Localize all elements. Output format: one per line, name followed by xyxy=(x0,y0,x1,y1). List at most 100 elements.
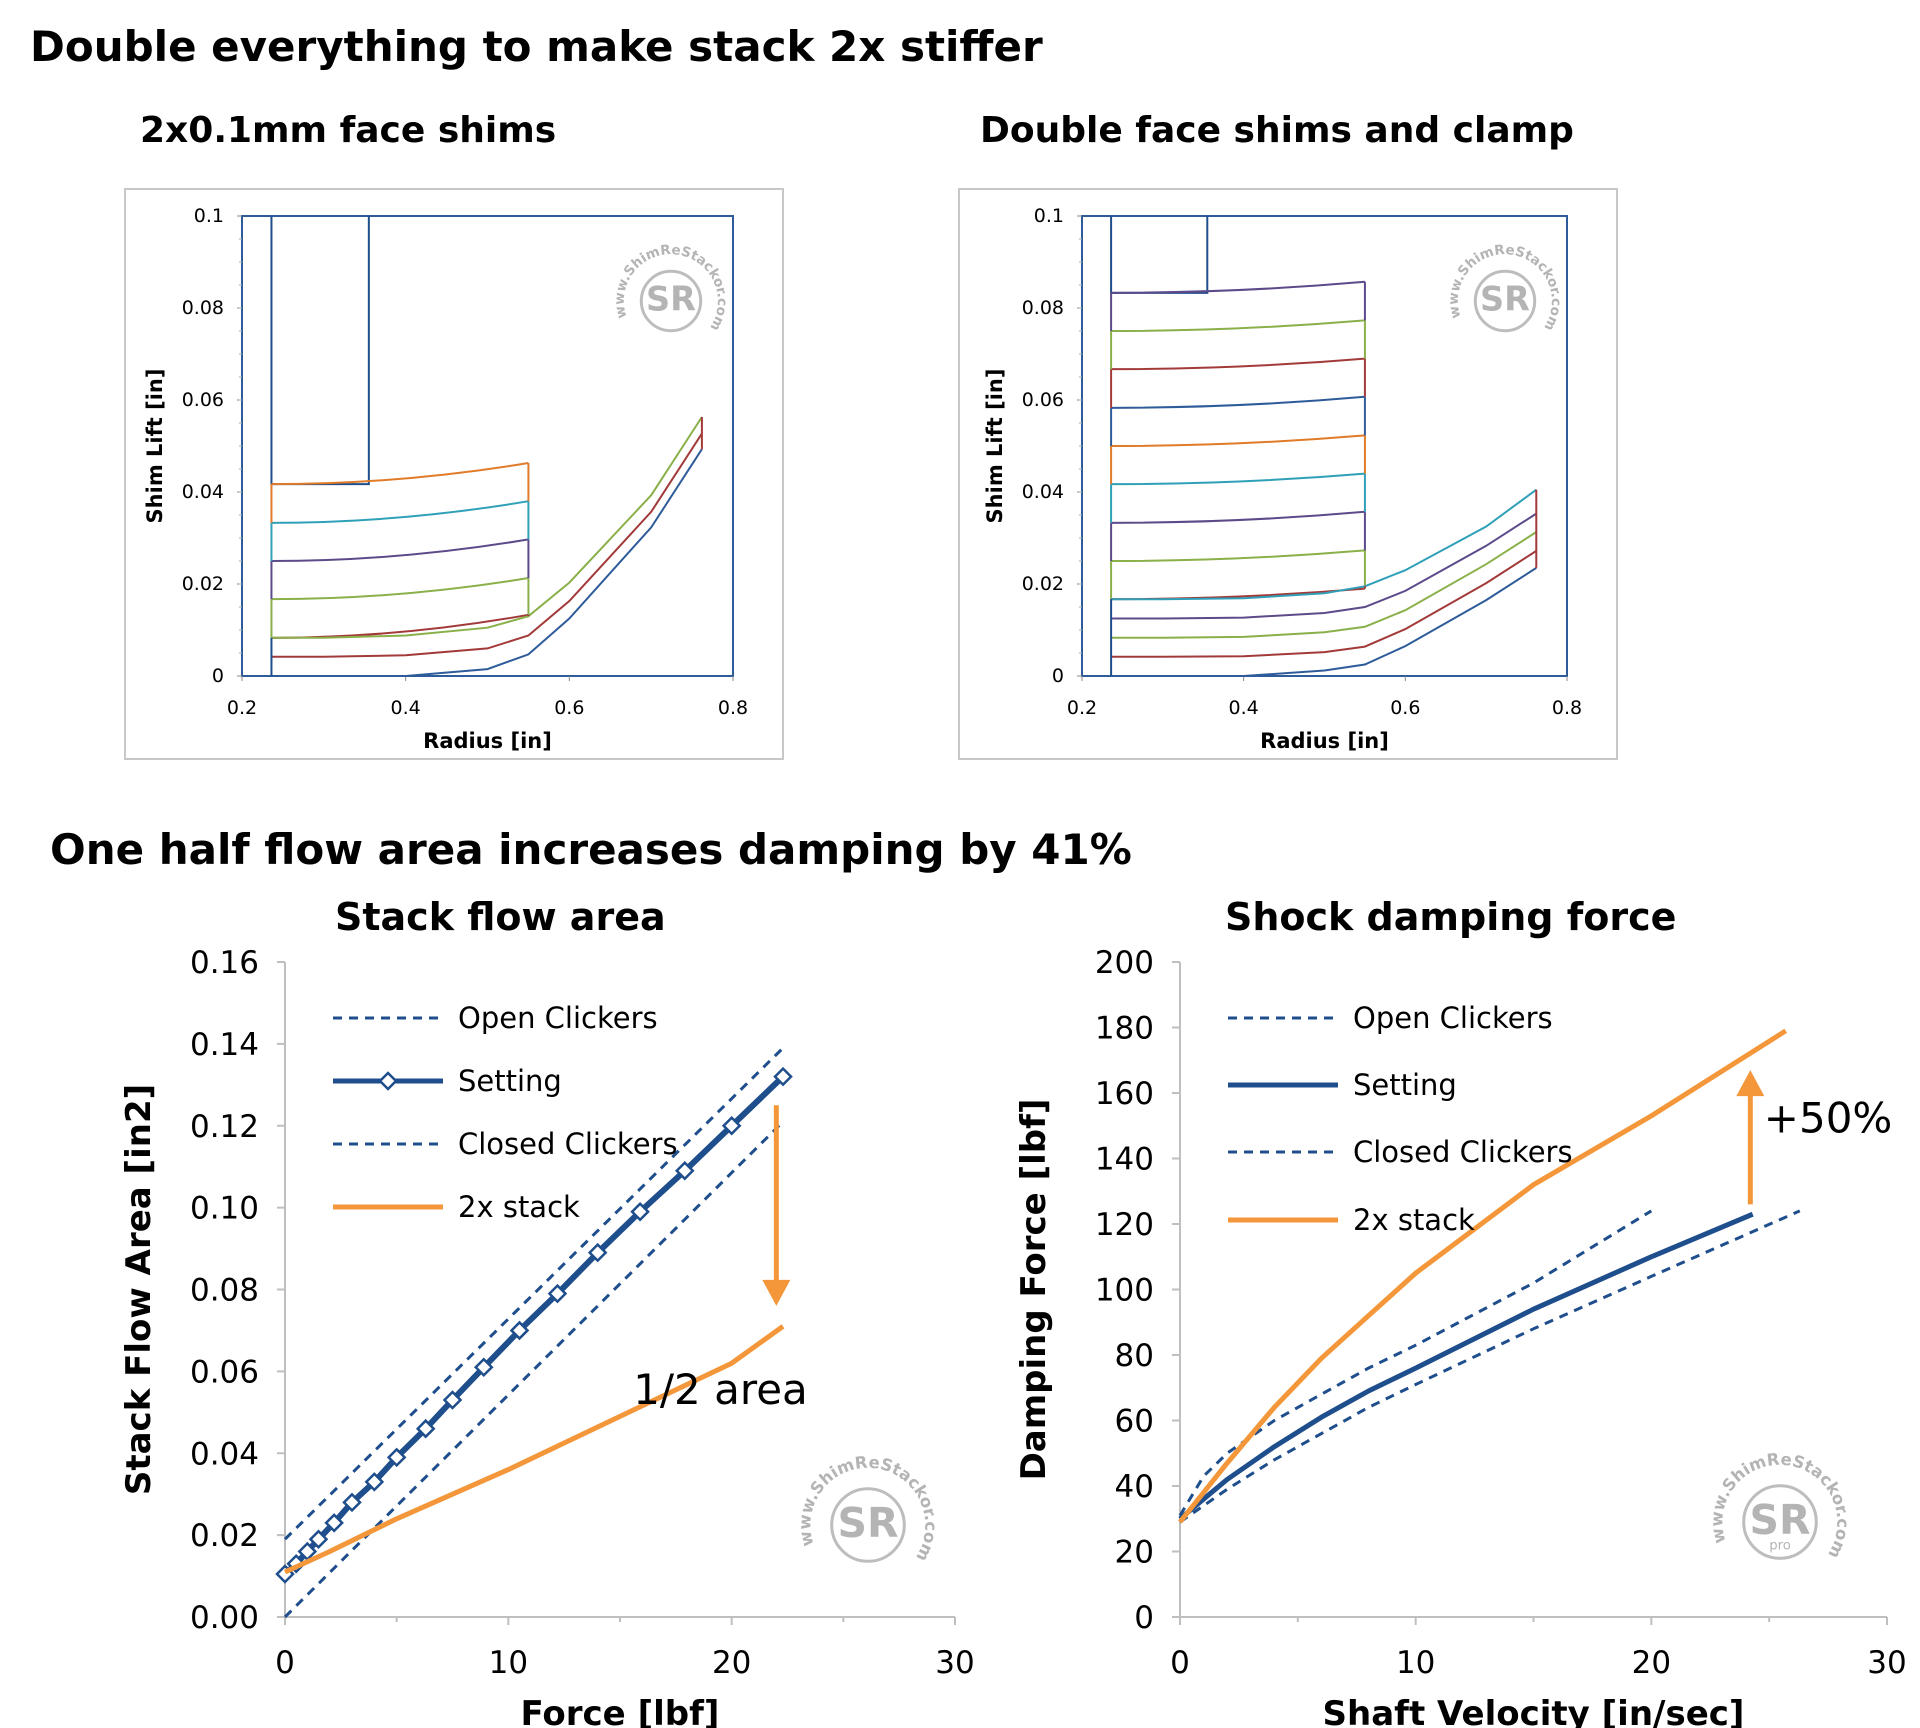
face-shim-line xyxy=(1111,357,1366,371)
data-marker xyxy=(308,1529,329,1549)
series-line-0 xyxy=(1178,1209,1653,1517)
shim-chart-2: 0 0.02 0.04 0.06 0.08 0.1 0.2 0.4 0.6 0.8 Radius [… xyxy=(983,205,1582,753)
y-tick-label: 0.08 xyxy=(190,1273,259,1309)
y-tick-label: 20 xyxy=(1115,1535,1154,1571)
y-tick-label: 40 xyxy=(1115,1469,1154,1505)
face-shim-line xyxy=(1111,319,1366,332)
chart4-title: Shock damping force xyxy=(1225,895,1677,939)
taper-shim-line xyxy=(1111,567,1537,677)
y-tick-label: 180 xyxy=(1095,1011,1154,1047)
x-tick-label: 10 xyxy=(1396,1645,1435,1681)
y-axis-label: Shim Lift [in] xyxy=(983,369,1007,524)
y-tick-label: 0.00 xyxy=(190,1600,259,1636)
x-tick-label: 20 xyxy=(712,1645,751,1681)
taper-shim-line xyxy=(271,448,703,677)
x-tick-label: 0 xyxy=(1170,1645,1190,1681)
legend-label: 2x stack xyxy=(458,1190,580,1224)
legend-label: Open Clickers xyxy=(458,1001,658,1035)
y-tick-label: 100 xyxy=(1095,1273,1154,1309)
data-marker xyxy=(630,1201,650,1222)
x-tick-label: 0.6 xyxy=(554,697,584,719)
x-tick-label: 30 xyxy=(935,1645,974,1681)
x-tick-label: 0.8 xyxy=(718,697,748,719)
annotation-arrow-head xyxy=(762,1279,791,1306)
data-marker xyxy=(773,1066,793,1087)
chart2-frame xyxy=(958,188,1618,760)
face-shim-line xyxy=(1111,280,1366,294)
data-marker xyxy=(364,1472,385,1492)
data-marker xyxy=(415,1418,436,1439)
x-tick-label: 0.6 xyxy=(1390,697,1420,719)
annotation-text: +50% xyxy=(1764,1093,1893,1142)
taper-shim-line xyxy=(1111,550,1537,658)
watermark-sr-text: SR xyxy=(1750,1496,1811,1544)
y-tick-label: 0.08 xyxy=(182,297,224,319)
x-tick-label: 0.4 xyxy=(391,697,421,719)
y-tick-label: 0 xyxy=(1052,665,1064,687)
x-tick-label: 0.2 xyxy=(227,697,257,719)
annotation-arrow-head xyxy=(1736,1070,1765,1097)
y-tick-label: 160 xyxy=(1095,1076,1154,1112)
y-tick-label: 80 xyxy=(1115,1338,1154,1374)
y-tick-label: 0.16 xyxy=(190,945,259,981)
taper-shim-line xyxy=(1111,488,1537,601)
y-tick-label: 0 xyxy=(1134,1600,1154,1636)
y-tick-label: 140 xyxy=(1095,1142,1154,1178)
data-marker xyxy=(547,1283,568,1304)
face-shim-line xyxy=(1111,510,1366,524)
x-axis-label: Force [lbf] xyxy=(521,1694,720,1728)
y-tick-label: 0.04 xyxy=(190,1436,259,1472)
y-axis-label: Stack Flow Area [in2] xyxy=(119,1084,159,1495)
face-shim-line xyxy=(1111,472,1366,486)
series-line-0 xyxy=(283,1046,785,1541)
taper-shim-line xyxy=(271,433,703,658)
y-tick-label: 0.04 xyxy=(182,481,224,503)
series-line-2 xyxy=(1179,1209,1801,1524)
y-tick-label: 200 xyxy=(1095,945,1154,981)
watermark-sr-text: SR xyxy=(838,1499,899,1547)
data-marker xyxy=(386,1447,407,1468)
face-shim-line xyxy=(1111,395,1366,409)
y-tick-label: 0.02 xyxy=(1022,573,1064,595)
data-marker xyxy=(721,1115,742,1136)
x-tick-label: 30 xyxy=(1867,1645,1906,1681)
legend-label: Open Clickers xyxy=(1353,1001,1553,1035)
x-tick-label: 0.2 xyxy=(1067,697,1097,719)
legend-label: Closed Clickers xyxy=(458,1127,678,1161)
watermark-sr-text: SR xyxy=(1480,280,1530,319)
y-tick-label: 0.10 xyxy=(190,1191,259,1227)
x-tick-label: 0 xyxy=(275,1645,295,1681)
watermark-ring xyxy=(639,269,703,333)
data-marker xyxy=(674,1161,695,1181)
y-tick-label: 0.12 xyxy=(190,1109,259,1145)
y-tick-label: 0.1 xyxy=(1034,205,1064,227)
face-shim-line xyxy=(271,538,529,562)
chart3-title: Stack flow area xyxy=(335,895,666,939)
data-marker xyxy=(324,1513,344,1533)
clamp-shim xyxy=(270,216,370,486)
x-tick-label: 20 xyxy=(1632,1645,1671,1681)
face-shim-line xyxy=(271,577,529,601)
y-axis-label: Damping Force [lbf] xyxy=(1014,1099,1054,1481)
watermark-ring xyxy=(1473,269,1537,333)
y-tick-label: 0.06 xyxy=(182,389,224,411)
data-marker xyxy=(442,1390,463,1410)
line-chart-3: 0.00 0.02 0.04 0.06 0.08 0.10 0.12 0.14 0.16 0 10 2… xyxy=(119,945,975,1728)
watermark-ring xyxy=(830,1487,906,1563)
data-marker xyxy=(587,1242,608,1263)
x-axis-label: Radius [in] xyxy=(423,729,552,753)
y-tick-label: 0.14 xyxy=(190,1027,259,1063)
y-tick-label: 0.02 xyxy=(182,573,224,595)
face-shim-line xyxy=(1111,549,1366,562)
watermark-sr-text: SR xyxy=(646,280,696,319)
line-chart-4: 0 20 40 60 80 100 120 140 160 180 200 0 10 20 30 Shaft … xyxy=(1014,945,1907,1728)
page-title: Double everything to make stack 2x stiff… xyxy=(30,22,1043,71)
x-axis-label: Radius [in] xyxy=(1260,729,1389,753)
watermark-ring xyxy=(1742,1484,1818,1560)
data-marker xyxy=(473,1357,494,1378)
y-axis-label: Shim Lift [in] xyxy=(143,369,167,524)
shim-chart-1: 0 0.02 0.04 0.06 0.08 0.1 0.2 0.4 0.6 0.8 Radius [… xyxy=(143,205,748,753)
clamp-shim xyxy=(1110,216,1209,294)
